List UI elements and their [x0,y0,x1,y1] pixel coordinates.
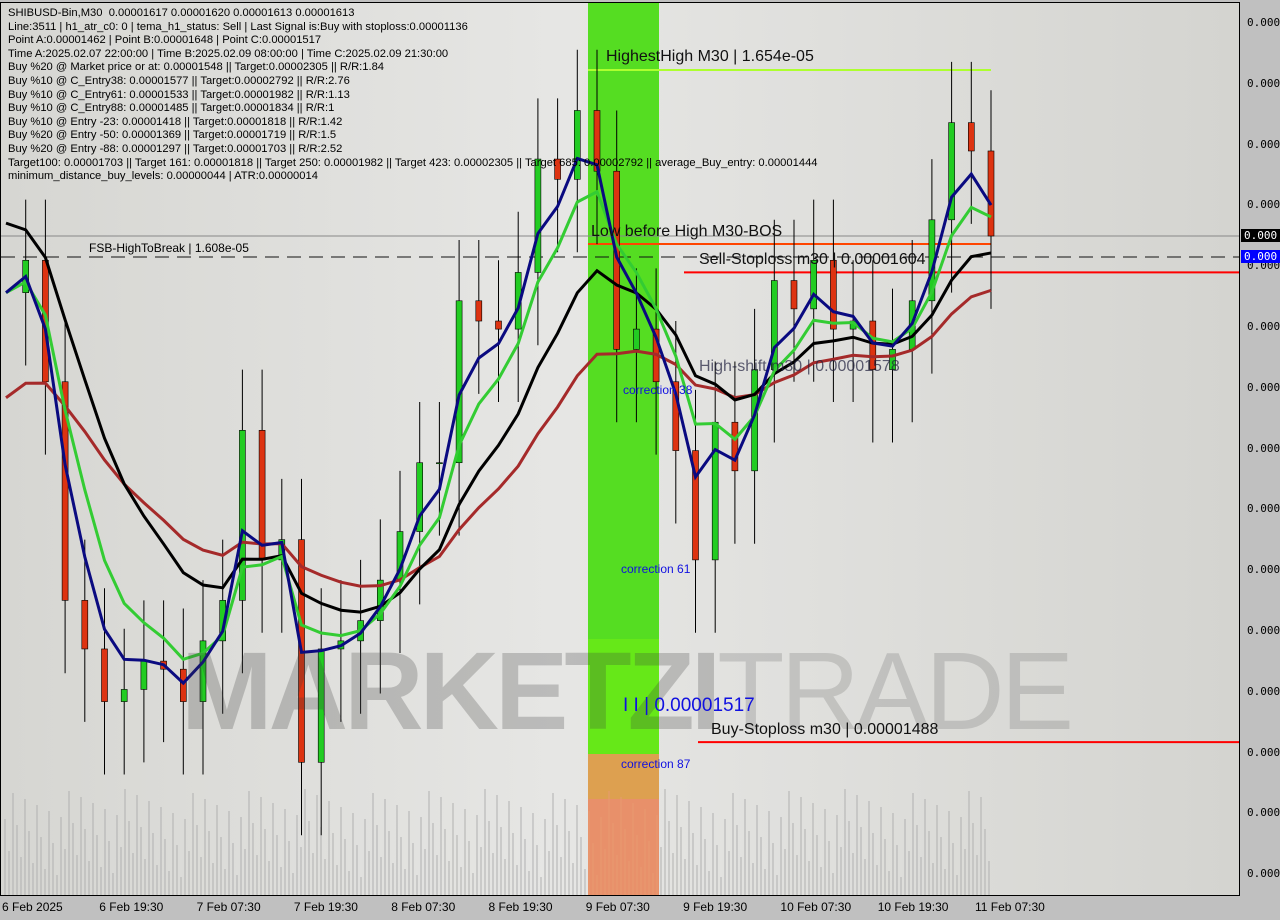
fsb-label: FSB-HighToBreak | 1.608e-05 [89,241,249,255]
candle-body [672,381,680,451]
y-tick-label: 0.000 [1247,745,1280,759]
info-line: Buy %20 @ Market price or at: 0.00001548… [8,61,385,74]
watermark-logo: MARKETZITRADE [181,630,1074,753]
candle-body [534,158,542,273]
candle-body [554,158,561,180]
candle-body [889,349,896,370]
x-tick-label: 10 Feb 19:30 [877,900,949,914]
candle-body [436,462,443,465]
price-chart [1,3,1239,895]
chart-area[interactable]: MARKETZITRADE SHIBUSD-Bin,M30 0.00001617… [0,2,1240,896]
candle-body [416,462,424,532]
y-tick-label: 0.000 [1247,137,1280,151]
info-line: Buy %10 @ C_Entry61: 0.00001533 || Targe… [8,88,350,101]
y-tick-label: 0.000 [1247,441,1280,455]
fibo-zone-lime [588,639,659,754]
highest-high-label: HighestHigh M30 | 1.654e-05 [606,48,814,65]
candle-body [61,381,69,601]
candle-body [948,122,955,221]
info-line: Target100: 0.00001703 || Target 161: 0.0… [8,156,818,169]
ema-slow-line [5,221,992,614]
point-c-label: I I | 0.00001517 [623,695,755,716]
candle-body [258,430,266,561]
candle-body [101,648,108,702]
info-line: Time A:2025.02.07 22:00:00 | Time B:2025… [8,47,449,60]
candle-body [790,280,798,310]
candle-body [239,430,246,601]
x-tick-label: 7 Feb 19:30 [293,900,358,914]
correction-87-label: correction 87 [621,757,691,771]
info-line: Buy %10 @ Entry -23: 0.00001418 || Targe… [8,115,343,128]
x-tick-label: 9 Feb 19:30 [683,900,748,914]
x-tick-label: 7 Feb 07:30 [196,900,261,914]
candle-body [869,320,877,370]
ema-long-line [5,288,992,588]
x-tick-label: 11 Feb 07:30 [975,900,1045,914]
correction-38-label: correction 38 [623,383,693,397]
y-tick-label: 0.000 [1247,76,1280,90]
y-tick-label: 0.000 [1247,320,1280,333]
candle-body [495,320,502,330]
info-line: Buy %20 @ Entry -50: 0.00001369 || Targe… [8,129,337,142]
candle-body [633,328,640,350]
y-tick-label: 0.000 [1247,198,1280,212]
candle-body [475,300,483,322]
y-tick-label: 0.000 [1247,867,1280,881]
candle-body [711,421,719,561]
candle-body [317,648,325,763]
candle-body [199,640,207,702]
y-tick-label: 0.000 [1247,502,1280,516]
fibo-zone-orange [588,754,659,799]
bos-label: Low before High M30-BOS [591,223,783,240]
candle-body [692,450,699,561]
y-tick-label: 0.000 [1247,563,1280,577]
high-shift-label: High-shift m30 | 0.00001578 [699,358,900,375]
info-line: Point A:0.00001462 | Point B:0.00001648 … [8,34,322,47]
y-tick-label: 0.000 [1247,806,1280,820]
candle-body [140,660,148,690]
y-tick-label: 0.000 [1247,16,1280,29]
candle-body [120,689,128,702]
candle-body [180,668,187,702]
info-line: minimum_distance_buy_levels: 0.00000044 … [8,170,318,183]
candle-body [455,300,463,464]
x-tick-label: 10 Feb 07:30 [780,900,852,914]
info-line: Buy %10 @ C_Entry88: 0.00001485 || Targe… [8,102,335,115]
current-price-tag: 0.000 [1241,229,1280,242]
x-tick-label: 6 Feb 2025 [2,900,63,914]
y-tick-label: 0.000 [1247,684,1280,698]
info-panel: SHIBUSD-Bin,M30 0.00001617 0.00001620 0.… [8,7,818,184]
x-tick-label: 8 Feb 07:30 [391,900,456,914]
x-tick-label: 6 Feb 19:30 [99,900,164,914]
fibo-zone-salmon [588,799,659,895]
candle-body [967,122,975,152]
candle-body [81,600,89,650]
x-tick-label: 8 Feb 19:30 [488,900,553,914]
y-tick-label: 0.000 [1247,624,1280,637]
candle-body [830,259,837,330]
symbol-line: SHIBUSD-Bin,M30 0.00001617 0.00001620 0.… [8,7,355,19]
candle-body [573,110,581,180]
x-tick-label: 9 Feb 07:30 [585,900,650,914]
info-line: Buy %20 @ Entry -88: 0.00001297 || Targe… [8,142,343,155]
info-line: Buy %10 @ C_Entry38: 0.00001577 || Targe… [8,74,350,87]
ema-mid-line [5,189,992,662]
info-line: Line:3511 | h1_atr_c0: 0 | tema_h1_statu… [8,20,468,33]
ema-fast-line [5,156,993,686]
candle-body [731,421,739,472]
y-tick-label: 0.000 [1247,380,1280,394]
buy-stoploss-label: Buy-Stoploss m30 | 0.00001488 [711,721,939,738]
candle-body [810,259,818,310]
sell-stoploss-label: Sell-Stoploss m30 | 0.00001604 [699,251,926,268]
candle-body [987,150,995,237]
dashed-level-tag: 0.000 [1241,250,1280,263]
correction-61-label: correction 61 [621,562,691,576]
